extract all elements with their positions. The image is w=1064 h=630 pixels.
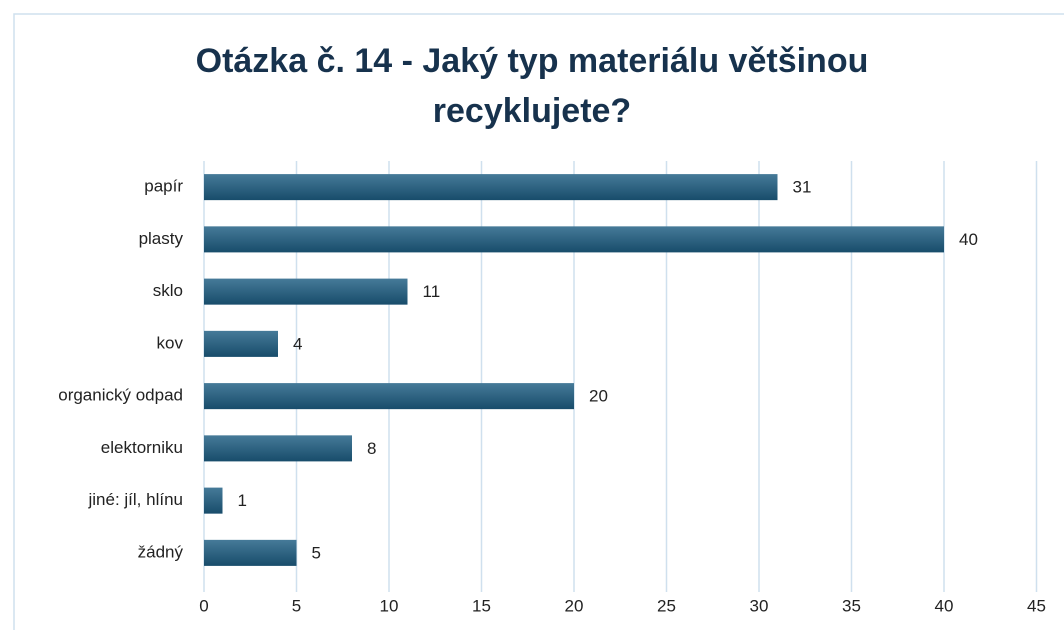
x-tick-label: 45 <box>1027 596 1046 615</box>
x-tick-label: 20 <box>565 596 584 615</box>
y-tick-label: organický odpad <box>58 386 183 405</box>
data-label: 1 <box>238 491 247 510</box>
chart-title: Otázka č. 14 - Jaký typ materiálu většin… <box>195 42 869 130</box>
x-tick-label: 40 <box>935 596 954 615</box>
chart-border <box>13 13 1064 630</box>
y-tick-label: jiné: jíl, hlínu <box>88 490 184 509</box>
bar-shade <box>204 174 778 201</box>
bar-shade <box>204 487 223 514</box>
x-tick-label: 30 <box>750 596 769 615</box>
x-tick-label: 35 <box>842 596 861 615</box>
y-tick-label: sklo <box>153 281 183 300</box>
y-tick-label: kov <box>157 333 184 352</box>
y-tick-label: elektorniku <box>101 438 183 457</box>
x-tick-label: 0 <box>199 596 208 615</box>
x-tick-label: 15 <box>472 596 491 615</box>
bar-shade <box>204 226 944 253</box>
data-label: 20 <box>589 387 608 406</box>
y-tick-label: plasty <box>139 229 184 248</box>
bar-shade <box>204 383 574 410</box>
data-label: 4 <box>293 334 302 353</box>
bar-shade <box>204 435 352 462</box>
bar-shade <box>204 330 278 357</box>
data-label: 40 <box>959 230 978 249</box>
data-label: 8 <box>367 439 376 458</box>
bar-shade <box>204 278 408 305</box>
x-tick-label: 5 <box>292 596 301 615</box>
data-label: 5 <box>312 543 321 562</box>
y-tick-label: papír <box>144 177 183 196</box>
y-tick-label: žádný <box>138 542 184 561</box>
data-label: 11 <box>423 282 441 301</box>
x-tick-label: 25 <box>657 596 676 615</box>
data-label: 31 <box>793 178 812 197</box>
bar-shade <box>204 539 297 566</box>
x-tick-label: 10 <box>380 596 399 615</box>
